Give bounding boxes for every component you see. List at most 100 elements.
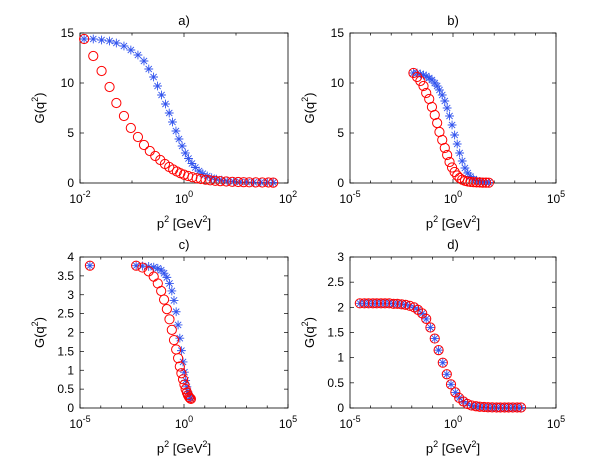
panel-d-circle-point-36	[503, 402, 514, 413]
panel-b-circle-point-13	[444, 156, 455, 168]
panel-d-star-point-18	[430, 334, 440, 343]
panel-c-circle-point-17	[179, 379, 190, 390]
panel-d-circle-point-5	[375, 298, 387, 309]
panel-a-star-point-23	[194, 166, 204, 176]
panel-c-xtick-label-1: 100	[175, 414, 193, 431]
panel-d-circle-point-10	[396, 299, 407, 310]
panel-d-circle-point-37	[507, 402, 518, 413]
panel-a-circle-point-31	[250, 177, 261, 188]
panel-d-circle-point-12	[404, 300, 415, 311]
panel-c-circle-point-13	[172, 353, 184, 364]
panel-a-circle-point-7	[132, 131, 144, 143]
panel-a-circle-point-32	[257, 177, 268, 188]
panel-b-circle-point-2	[415, 75, 426, 87]
panel-a-star-point-6	[126, 45, 136, 55]
panel-c-circle-point-10	[166, 324, 177, 335]
panel-a-circle-point-23	[205, 175, 216, 186]
panel-d-xtick-label-2: 105	[547, 414, 565, 431]
panel-d-ytick-label-0: 0	[337, 401, 344, 415]
panel-d-xlabel: p2 [GeV2]	[426, 439, 480, 456]
panel-a-star-point-9	[144, 64, 154, 74]
panel-b-star-point-4	[421, 71, 431, 81]
panel-a-star-point-10	[149, 72, 158, 82]
panel-a-star-point-29	[222, 176, 232, 186]
panel-a-circle-point-33	[263, 177, 274, 188]
panel-a-circle-point-25	[215, 176, 226, 187]
panel-d-ytick-label-5: 2.5	[327, 275, 344, 289]
panel-c-star-point-1	[131, 261, 141, 271]
panel-d-circle-point-38	[512, 402, 523, 413]
panel-a-star-point-14	[164, 108, 174, 118]
panel-a-circle-point-3	[104, 81, 115, 93]
panel-d-circle-point-4	[371, 298, 382, 309]
panel-c-circle-point-1	[131, 260, 142, 271]
panel-c-star-point-0	[85, 261, 95, 271]
panel-c-circle-point-11	[168, 334, 180, 346]
panel-a-circle-point-9	[144, 145, 155, 157]
panel-a-ytick-label-2: 10	[61, 76, 75, 90]
panel-b-star-point-23	[472, 176, 482, 185]
panel-b-ylabel: G(q2)	[300, 92, 317, 123]
panel-d-circle-point-6	[379, 298, 391, 309]
panel-a-ytick-label-0: 0	[67, 176, 74, 190]
panel-b-frame	[349, 32, 557, 184]
panel-d-ytick-label-2: 1	[337, 351, 344, 365]
panel-a-star-point-20	[184, 154, 193, 163]
panel-b-star-point-9	[435, 85, 444, 95]
panel-c-star-point-4	[149, 262, 159, 272]
panel-b-star-point-1	[412, 68, 422, 78]
panel-b-xtick-label-0: 10-5	[339, 189, 360, 206]
panel-c-circle-point-14	[174, 361, 185, 372]
panel-a-xtick-label-2: 102	[279, 189, 297, 206]
panel-d-star-point-21	[442, 369, 452, 379]
panel-b-star-point-20	[463, 168, 473, 178]
panel-c-ytick-label-4: 2	[67, 326, 74, 340]
panel-d-star-point-17	[426, 323, 435, 332]
panel-d-circle-point-9	[392, 298, 403, 309]
panel-b-circle-point-27	[483, 177, 494, 188]
panel-a-circle-point-4	[111, 97, 122, 109]
panel-c-star-point-14	[175, 333, 185, 343]
panel-d-circle-point-1	[359, 298, 370, 309]
panel-a-star-point-8	[139, 56, 149, 66]
panel-a-star-point-1	[88, 34, 98, 44]
panel-a: a) 10-2 100 102 0 5 10 15 p2 [GeV2] G(q2)	[30, 13, 297, 231]
panel-b-xtick-label-2: 105	[547, 189, 565, 206]
panel-a-star-point-24	[198, 169, 208, 179]
panel-b-star-point-12	[442, 103, 452, 113]
panel-c-star-point-19	[182, 382, 192, 392]
panel-c-star-point-21	[184, 390, 194, 400]
panel-c-circle-point-7	[158, 294, 170, 305]
panel-c-ytick-label-8: 4	[67, 250, 74, 264]
panel-b-circle-point-26	[480, 177, 492, 188]
panel-a-star-point-21	[187, 159, 197, 168]
panel-b-star-point-3	[419, 70, 428, 80]
panel-b-star-point-21	[466, 172, 475, 181]
panel-a-star-point-2	[97, 35, 106, 45]
panel-b-star-point-15	[450, 130, 460, 140]
panel-b-ytick-label-3: 15	[331, 26, 345, 40]
panel-c-ytick-label-6: 3	[67, 288, 74, 302]
panel-d-circle-point-3	[367, 298, 379, 309]
panel-c-star-point-13	[173, 320, 183, 330]
panel-a-circle-point-26	[221, 176, 232, 187]
panel-a-star-point-19	[180, 148, 190, 158]
panel-d-circle-point-17	[425, 322, 436, 333]
panel-a-circle-point-34	[268, 177, 279, 188]
panel-b-circle-point-10	[437, 134, 448, 146]
panel-d-circle-point-7	[384, 298, 395, 309]
panel-d-circle-point-2	[363, 298, 374, 309]
panel-a-star-point-31	[235, 177, 245, 187]
panel-c-star-point-20	[183, 387, 193, 397]
panel-a-star-point-3	[105, 36, 114, 46]
panel-c-xlabel: p2 [GeV2]	[157, 439, 211, 456]
panel-d-star-point-15	[417, 308, 427, 318]
panel-c-circle-point-22	[184, 393, 196, 404]
panel-a-circle-point-19	[187, 172, 198, 183]
panel-d-xtick-label-1: 100	[444, 414, 462, 431]
panel-a-circle-point-0	[79, 33, 90, 45]
panel-b: b) 10-5 100 105 0 5 10 15 p2 [GeV2] G(q2)	[300, 13, 565, 231]
panel-d-star-point-39	[516, 403, 526, 412]
panel-d-star-point-22	[446, 379, 456, 389]
panel-b-star-point-8	[432, 81, 442, 91]
